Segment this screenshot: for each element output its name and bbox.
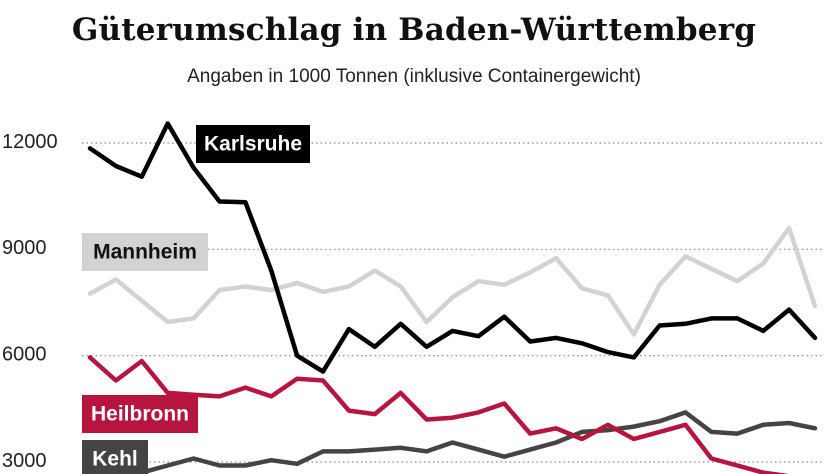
chart-title: Güterumschlag in Baden-Württemberg xyxy=(71,12,757,48)
chart-subtitle: Angaben in 1000 Tonnen (inklusive Contai… xyxy=(187,66,641,87)
y-tick-label: 6000 xyxy=(2,343,47,365)
series-label-text: Mannheim xyxy=(93,241,197,264)
series-lines xyxy=(87,121,818,474)
series-line-kehl xyxy=(128,410,818,474)
series-label-karlsruhe: Karlsruhe xyxy=(196,125,310,163)
series-label-text: Heilbronn xyxy=(91,403,189,426)
y-tick-label: 9000 xyxy=(2,237,47,259)
series-label-box xyxy=(82,395,198,433)
series-label-box xyxy=(82,233,208,271)
grid-lines xyxy=(82,142,822,463)
series-label-kehl: Kehl xyxy=(82,440,148,474)
series-line-heilbronn xyxy=(87,355,790,474)
series-label-box xyxy=(196,125,310,163)
y-tick-label: 3000 xyxy=(2,450,47,472)
series-labels: Karlsruhe Mannheim Heilbronn Kehl xyxy=(82,125,310,474)
series-label-text: Karlsruhe xyxy=(204,133,302,156)
y-axis: 3000 6000 9000 12000 xyxy=(2,131,58,472)
series-label-mannheim: Mannheim xyxy=(82,233,208,271)
series-label-text: Kehl xyxy=(92,448,138,471)
y-tick-label: 12000 xyxy=(2,131,58,153)
series-label-heilbronn: Heilbronn xyxy=(82,395,198,433)
series-line-karlsruhe xyxy=(87,121,818,374)
series-line-mannheim xyxy=(87,225,818,337)
series-label-box xyxy=(82,440,148,474)
